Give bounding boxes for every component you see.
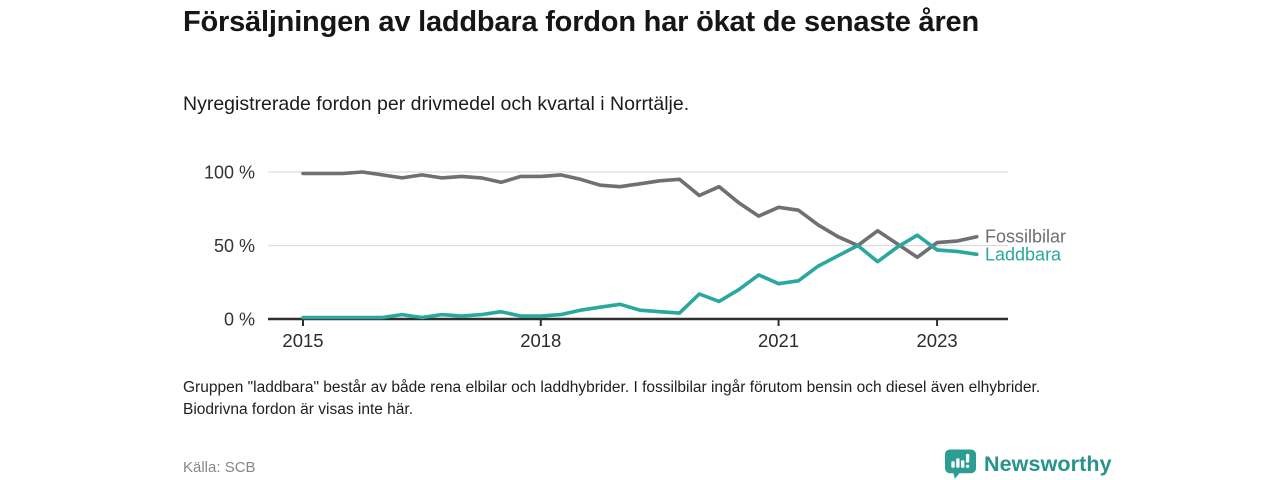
series-line-fossilbilar — [301, 170, 979, 260]
chart-area: 100 % 50 % 0 % 2015 2018 2021 2023 Fossilbilar L… — [180, 158, 1090, 363]
source-label: Källa: SCB — [183, 459, 256, 476]
x-tick-label: 2018 — [520, 330, 561, 351]
brand-name: Newsworthy — [984, 451, 1112, 476]
x-tick-label: 2021 — [758, 330, 799, 351]
legend-fossilbilar: Fossilbilar — [985, 227, 1066, 247]
newsworthy-pin-icon — [944, 449, 977, 479]
line-chart: 100 % 50 % 0 % 2015 2018 2021 2023 FossilbilarL… — [204, 163, 1066, 352]
legend-laddbara: Laddbara — [985, 244, 1062, 264]
x-tick-label: 2023 — [917, 330, 958, 351]
page-title: Försäljningen av laddbara fordon har öka… — [183, 6, 979, 38]
page-subtitle: Nyregistrerade fordon per drivmedel och … — [183, 93, 690, 115]
x-tick-label: 2015 — [282, 330, 323, 351]
y-tick-label: 50 % — [214, 236, 255, 256]
y-tick-label: 0 % — [224, 310, 255, 330]
newsworthy-logo: Newsworthy — [944, 447, 1112, 480]
series-line-laddbara — [301, 233, 979, 320]
y-tick-label: 100 % — [204, 163, 255, 183]
chart-footnote: Gruppen "laddbara" består av både rena e… — [183, 379, 1041, 418]
